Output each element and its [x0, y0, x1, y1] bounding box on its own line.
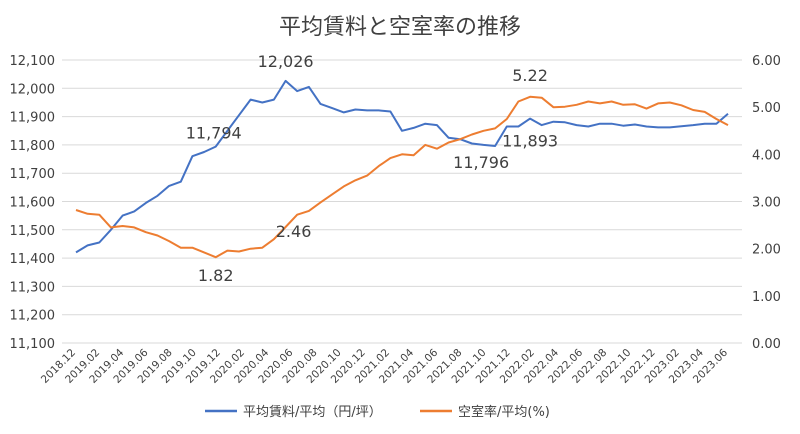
rent-series-line	[75, 79, 729, 254]
right-tick-label: 0.00	[752, 337, 781, 352]
vacancy-series-line	[75, 95, 729, 259]
x-axis: 2018.122019.022019.042019.062019.082019.…	[39, 346, 730, 385]
data-label: 11,796	[453, 153, 509, 172]
data-label: 1.82	[198, 266, 234, 285]
right-tick-label: 2.00	[752, 243, 781, 258]
right-y-axis: 0.00 1.00 2.00 3.00 4.00 5.00 6.00	[752, 54, 781, 352]
left-tick-label: 11,900	[10, 111, 56, 126]
legend-label-rent: 平均賃料/平均（円/坪）	[243, 405, 382, 420]
left-tick-label: 11,200	[10, 309, 56, 324]
left-tick-label: 11,300	[10, 280, 56, 295]
data-label-layer: 12,026 11,794 11,796 11,893 1.82 2.46 5.22	[186, 52, 558, 285]
legend: 平均賃料/平均（円/坪） 空室率/平均(%)	[205, 404, 550, 420]
right-tick-label: 3.00	[752, 196, 781, 211]
left-y-axis: 11,100 11,200 11,300 11,400 11,500 11,600 11,7…	[10, 54, 56, 352]
grid-layer	[62, 59, 742, 344]
data-label: 5.22	[512, 66, 548, 85]
data-label: 12,026	[258, 52, 314, 71]
left-tick-label: 11,600	[10, 196, 56, 211]
left-tick-label: 11,800	[10, 139, 56, 154]
right-tick-label: 6.00	[752, 54, 781, 69]
data-label: 2.46	[276, 222, 312, 241]
left-tick-label: 12,100	[10, 54, 56, 69]
data-label: 11,893	[502, 132, 558, 151]
left-tick-label: 11,400	[10, 252, 56, 267]
left-tick-label: 11,500	[10, 224, 56, 239]
left-tick-label: 11,100	[10, 337, 56, 352]
right-tick-label: 5.00	[752, 101, 781, 116]
left-tick-label: 11,700	[10, 167, 56, 182]
data-label: 11,794	[186, 124, 242, 143]
right-tick-label: 1.00	[752, 290, 781, 305]
left-tick-label: 12,000	[10, 82, 56, 97]
legend-label-vacancy: 空室率/平均(%)	[458, 404, 550, 420]
chart-title: 平均賃料と空室率の推移	[279, 15, 521, 40]
series-layer	[75, 79, 729, 259]
right-tick-label: 4.00	[752, 148, 781, 163]
